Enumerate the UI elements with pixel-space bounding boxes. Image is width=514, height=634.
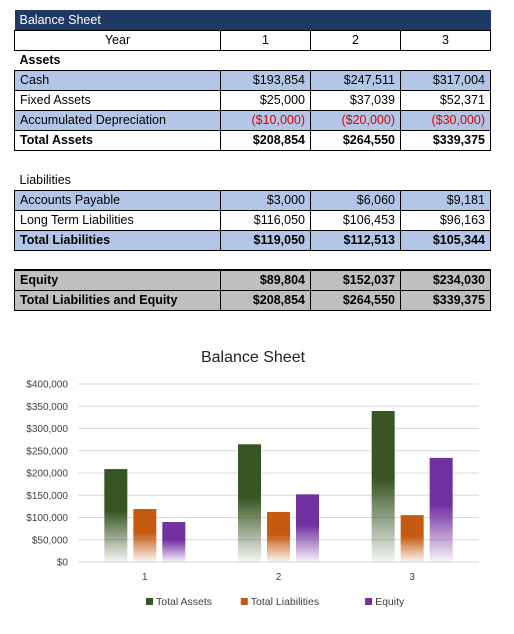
row-label[interactable]: Total Assets <box>14 129 221 151</box>
cell-value[interactable]: $6,060 <box>310 189 401 211</box>
y-tick-label: $200,000 <box>26 469 68 480</box>
y-tick-label: $0 <box>57 558 69 569</box>
sheet-title[interactable]: Balance Sheet <box>14 10 491 30</box>
bar-total-liabilities <box>267 511 290 562</box>
chart-svg: $0 $50,000 $100,000 $150,000 $200,000 $250,00… <box>26 380 479 608</box>
cell-value-negative[interactable]: ($30,000) <box>400 109 491 131</box>
y-tick-label: $400,000 <box>26 380 68 391</box>
cell-value[interactable]: $317,004 <box>400 69 491 91</box>
row-label[interactable]: Accumulated Depreciation <box>14 109 221 131</box>
bar-total-liabilities <box>400 515 424 562</box>
cell-value[interactable]: $105,344 <box>400 229 491 251</box>
cell-value[interactable]: $89,804 <box>220 269 311 291</box>
row-label[interactable]: Cash <box>14 69 221 91</box>
balance-sheet-table: Balance Sheet Year 1 2 3 Assets Cash $19… <box>14 10 491 311</box>
bar-total-liabilities <box>133 509 157 562</box>
table-row-accumulated-depreciation: Accumulated Depreciation ($10,000) ($20,… <box>14 109 491 131</box>
spacer-row <box>14 150 491 170</box>
cell-value[interactable]: $119,050 <box>220 229 311 251</box>
cell-value[interactable]: $264,550 <box>310 129 401 151</box>
bar-equity <box>296 494 319 562</box>
liabilities-heading[interactable]: Liabilities <box>19 172 71 187</box>
cell-value[interactable]: $112,513 <box>310 229 401 251</box>
y-tick-label: $100,000 <box>26 513 68 524</box>
legend-label: Total Assets <box>156 596 212 608</box>
row-label[interactable]: Total Liabilities <box>14 229 221 251</box>
bar-total-assets <box>371 410 395 562</box>
table-row-fixed-assets: Fixed Assets $25,000 $37,039 $52,371 <box>14 89 491 111</box>
year-header[interactable]: Year <box>14 29 221 51</box>
x-tick-label: 3 <box>409 572 415 583</box>
balance-sheet-chart[interactable]: Balance Sheet $0 $50,000 $100,000 $150,000 $… <box>0 342 514 629</box>
year-3-header[interactable]: 3 <box>400 29 491 51</box>
table-row-equity: Equity $89,804 $152,037 $234,030 <box>14 269 491 291</box>
cell-value[interactable]: $3,000 <box>220 189 311 211</box>
cell-value[interactable]: $37,039 <box>310 89 401 111</box>
cell-value[interactable]: $116,050 <box>220 209 311 231</box>
cell-value[interactable]: $25,000 <box>220 89 311 111</box>
chart-title: Balance Sheet <box>200 349 306 366</box>
spacer <box>14 250 491 270</box>
chart-bars <box>104 410 453 562</box>
y-tick-label: $50,000 <box>32 535 69 546</box>
balance-sheet-table-area: Balance Sheet Year 1 2 3 Assets Cash $19… <box>14 10 491 311</box>
row-label[interactable]: Accounts Payable <box>14 189 221 211</box>
spacer <box>14 150 491 170</box>
table-row-cash: Cash $193,854 $247,511 $317,004 <box>14 69 491 91</box>
header-row: Year 1 2 3 <box>14 29 491 51</box>
liabilities-heading-row: Liabilities <box>15 170 491 190</box>
cell-value[interactable]: $9,181 <box>400 189 491 211</box>
cell-value[interactable]: $106,453 <box>310 209 401 231</box>
table-row-long-term-liabilities: Long Term Liabilities $116,050 $106,453 … <box>14 209 491 231</box>
spacer-row <box>14 250 491 270</box>
year-2-header[interactable]: 2 <box>310 29 401 51</box>
year-1-header[interactable]: 1 <box>220 29 311 51</box>
x-tick-label: 2 <box>276 572 282 583</box>
y-tick-label: $150,000 <box>26 491 68 502</box>
cell-value-negative[interactable]: ($10,000) <box>220 109 311 131</box>
row-label[interactable]: Equity <box>14 269 221 291</box>
cell-value[interactable]: $96,163 <box>400 209 491 231</box>
legend-swatch <box>365 598 373 605</box>
row-label[interactable]: Total Liabilities and Equity <box>14 289 221 311</box>
y-tick-label: $250,000 <box>26 446 68 457</box>
bar-total-assets <box>238 444 261 562</box>
row-label[interactable]: Long Term Liabilities <box>14 209 221 231</box>
cell-value[interactable]: $52,371 <box>400 89 491 111</box>
cell-value[interactable]: $152,037 <box>310 269 401 291</box>
cell-value[interactable]: $193,854 <box>220 69 311 91</box>
cell-value[interactable]: $339,375 <box>400 129 491 151</box>
cell-value[interactable]: $339,375 <box>400 289 491 311</box>
bar-equity <box>162 522 186 562</box>
y-axis-labels: $0 $50,000 $100,000 $150,000 $200,000 $250,00… <box>26 380 68 569</box>
bar-total-assets <box>104 469 128 562</box>
row-label[interactable]: Fixed Assets <box>14 89 221 111</box>
legend-label: Equity <box>375 596 405 608</box>
cell-value[interactable]: $234,030 <box>400 269 491 291</box>
cell-value[interactable]: $208,854 <box>220 289 311 311</box>
y-tick-label: $350,000 <box>26 402 68 413</box>
table-row-total-liabilities: Total Liabilities $119,050 $112,513 $105… <box>14 229 491 251</box>
chart-legend: Total Assets Total Liabilities Equity <box>146 596 405 608</box>
bar-equity <box>429 457 453 562</box>
cell-value[interactable]: $264,550 <box>310 289 401 311</box>
legend-label: Total Liabilities <box>251 596 319 608</box>
x-tick-label: 1 <box>142 572 148 583</box>
cell-value-negative[interactable]: ($20,000) <box>310 109 401 131</box>
table-row-total-assets: Total Assets $208,854 $264,550 $339,375 <box>14 129 491 151</box>
assets-heading[interactable]: Assets <box>19 53 61 67</box>
title-row: Balance Sheet <box>14 10 491 30</box>
table-row-total-liabilities-and-equity: Total Liabilities and Equity $208,854 $2… <box>14 289 491 311</box>
legend-swatch <box>146 598 153 605</box>
cell-value[interactable]: $247,511 <box>310 69 401 91</box>
cell-value[interactable]: $208,854 <box>220 129 311 151</box>
x-axis-labels: 1 2 3 <box>142 572 415 583</box>
assets-heading-row: Assets <box>15 50 491 70</box>
legend-swatch <box>240 598 248 605</box>
y-tick-label: $300,000 <box>26 424 68 435</box>
table-row-accounts-payable: Accounts Payable $3,000 $6,060 $9,181 <box>14 189 491 211</box>
